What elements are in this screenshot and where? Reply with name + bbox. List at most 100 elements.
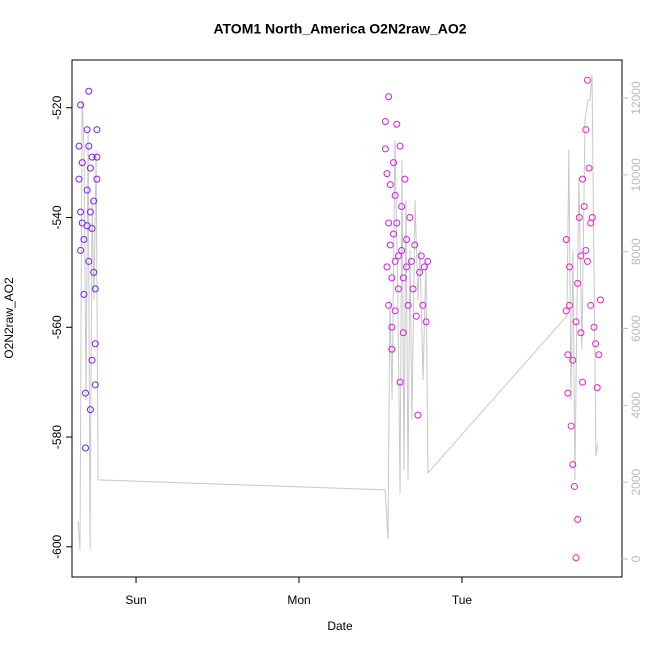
point (391, 307, 399, 315)
point (583, 76, 591, 84)
point (88, 356, 96, 364)
y-tick-label: -520 (50, 95, 64, 119)
y2-tick-label: 10000 (629, 158, 643, 192)
x-tick-label: Tue (452, 593, 473, 607)
point (577, 329, 585, 337)
y2-tick-label: 12000 (629, 81, 643, 115)
point (85, 257, 93, 265)
y-tick-label: -580 (50, 425, 64, 449)
plot-frame (71, 59, 623, 578)
point (396, 142, 404, 150)
point (88, 153, 96, 161)
point (385, 93, 393, 101)
point (385, 301, 393, 309)
point (75, 142, 83, 150)
point (585, 164, 593, 172)
point (390, 230, 398, 238)
point (394, 252, 402, 260)
point (86, 406, 94, 414)
point (386, 241, 394, 249)
point (595, 351, 603, 359)
point (569, 356, 577, 364)
point (596, 296, 604, 304)
x-tick-label: Sun (125, 593, 146, 607)
point (391, 192, 399, 200)
point (562, 235, 570, 243)
point (583, 257, 591, 265)
point (381, 145, 389, 153)
point (75, 175, 83, 183)
point (393, 120, 401, 128)
point (577, 252, 585, 260)
y2-tick-label: 2000 (629, 468, 643, 495)
point (422, 318, 430, 326)
point (86, 208, 94, 216)
point (424, 257, 432, 265)
point (593, 384, 601, 392)
point (409, 285, 417, 293)
point (572, 554, 580, 562)
point (592, 340, 600, 348)
point (91, 285, 99, 293)
point (417, 252, 425, 260)
point (383, 263, 391, 271)
point (411, 241, 419, 249)
point (412, 312, 420, 320)
point (403, 235, 411, 243)
y2-tick-label: 6000 (629, 315, 643, 342)
point (406, 214, 414, 222)
point (582, 246, 590, 254)
y-tick-label: -560 (50, 315, 64, 339)
point (85, 87, 93, 95)
y-tick-label: -540 (50, 205, 64, 229)
point (77, 208, 85, 216)
point (399, 329, 407, 337)
point (80, 290, 88, 298)
point (388, 345, 396, 353)
point (579, 175, 587, 183)
point (582, 126, 590, 134)
point (574, 515, 582, 523)
point (570, 482, 578, 490)
point (388, 323, 396, 331)
point (572, 318, 580, 326)
y2-tick-label: 4000 (629, 392, 643, 419)
point (566, 263, 574, 271)
x-axis-label: Date (327, 619, 353, 633)
point (390, 159, 398, 167)
point (80, 235, 88, 243)
point (90, 197, 98, 205)
point (83, 186, 91, 194)
point (566, 301, 574, 309)
y2-tick-label: 8000 (629, 238, 643, 265)
point (385, 219, 393, 227)
point (391, 257, 399, 265)
point (85, 142, 93, 150)
point (83, 126, 91, 134)
point (398, 203, 406, 211)
point (403, 263, 411, 271)
point (393, 219, 401, 227)
point (564, 351, 572, 359)
point (394, 285, 402, 293)
point (91, 381, 99, 389)
point (78, 159, 86, 167)
point (404, 301, 412, 309)
point (386, 181, 394, 189)
point (564, 389, 572, 397)
point (91, 340, 99, 348)
point (82, 444, 90, 452)
chart-title: ATOM1 North_America O2N2raw_AO2 (213, 21, 466, 37)
y-tick-label: -600 (50, 534, 64, 558)
point (590, 323, 598, 331)
point (575, 214, 583, 222)
point (396, 378, 404, 386)
point (93, 175, 101, 183)
point (381, 117, 389, 125)
point (407, 257, 415, 265)
point (88, 224, 96, 232)
point (82, 389, 90, 397)
point (401, 175, 409, 183)
point (77, 246, 85, 254)
